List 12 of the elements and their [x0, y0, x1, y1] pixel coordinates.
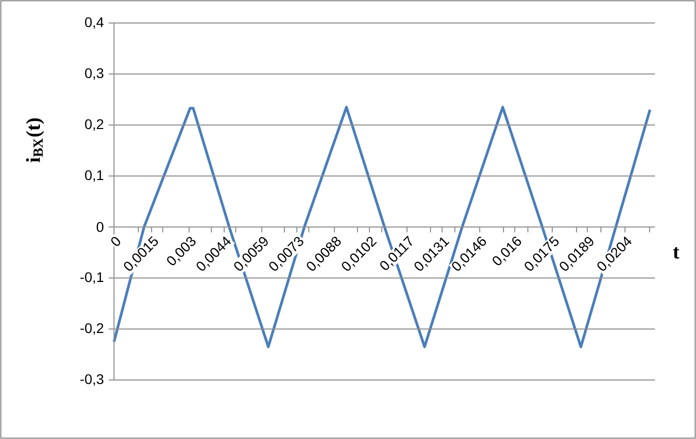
y-tick-label: -0,1: [80, 272, 104, 284]
y-tick-label: 0,2: [85, 119, 104, 131]
y-axis-title: i$_{ВХ}$(t): [26, 118, 44, 162]
y-tick-label: -0,3: [80, 374, 104, 386]
line-series: [112, 106, 652, 348]
y-tick-label: 0,4: [85, 17, 104, 29]
y-tick-label: 0,1: [85, 170, 104, 182]
y-tick-label: 0: [96, 222, 104, 232]
x-axis-title: t: [673, 247, 680, 259]
y-tick-label: -0,2: [80, 323, 104, 335]
y-tick-label: 0,3: [85, 68, 104, 80]
x-tick-label: 0: [111, 236, 120, 246]
